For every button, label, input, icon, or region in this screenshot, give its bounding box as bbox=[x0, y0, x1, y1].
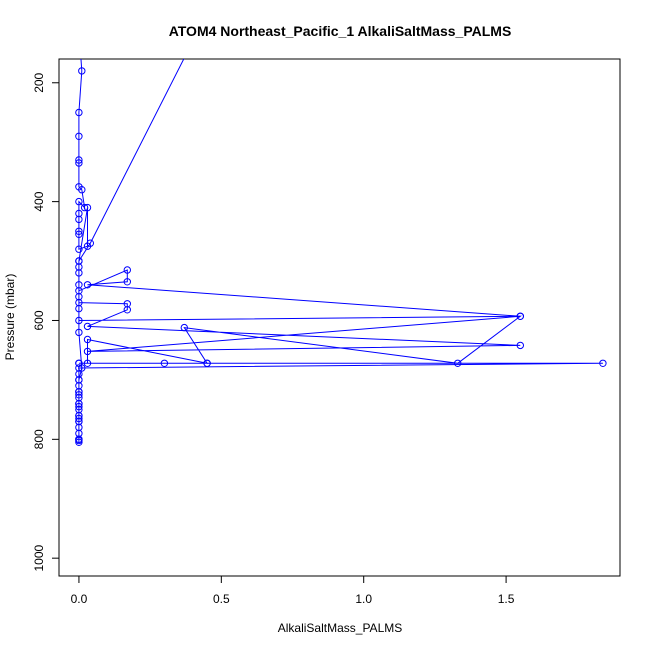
data-point bbox=[123, 306, 132, 314]
data-point bbox=[75, 435, 83, 443]
data-point bbox=[83, 347, 92, 356]
data-point bbox=[75, 108, 83, 117]
data-point bbox=[160, 359, 169, 367]
data-point bbox=[75, 269, 83, 277]
data-point bbox=[76, 14, 82, 20]
x-tick-label: 0.5 bbox=[213, 592, 230, 606]
data-point bbox=[75, 391, 83, 399]
y-axis-label: Pressure (mbar) bbox=[3, 274, 17, 361]
y-tick-label: 200 bbox=[32, 72, 46, 92]
data-point bbox=[75, 287, 83, 295]
data-point bbox=[123, 266, 132, 274]
data-point bbox=[75, 156, 83, 164]
data-point bbox=[75, 197, 83, 206]
x-tick-label: 1.0 bbox=[355, 592, 372, 606]
y-tick-label: 1000 bbox=[32, 545, 46, 572]
points-layer bbox=[75, 14, 607, 446]
data-point bbox=[123, 278, 132, 286]
chart-title: ATOM4 Northeast_Pacific_1 AlkaliSaltMass… bbox=[169, 23, 512, 39]
x-tick-label: 1.5 bbox=[498, 592, 515, 606]
data-point bbox=[75, 359, 83, 367]
data-point bbox=[83, 203, 92, 212]
data-point bbox=[180, 323, 189, 332]
data-point bbox=[75, 230, 83, 239]
data-point bbox=[76, 26, 82, 32]
data-point bbox=[454, 359, 462, 367]
data-point bbox=[75, 132, 83, 141]
data-point bbox=[83, 281, 92, 289]
data-point bbox=[75, 298, 83, 307]
data-point bbox=[75, 245, 83, 253]
data-point bbox=[75, 328, 83, 337]
y-tick-label: 800 bbox=[32, 429, 46, 449]
data-point bbox=[516, 312, 524, 320]
series-line-1 bbox=[78, 59, 603, 443]
data-point bbox=[75, 402, 83, 411]
data-point bbox=[75, 215, 83, 224]
data-point bbox=[516, 341, 524, 350]
data-point bbox=[75, 159, 83, 167]
data-point bbox=[83, 322, 92, 331]
data-point bbox=[78, 67, 86, 75]
data-point bbox=[599, 359, 607, 367]
data-point bbox=[75, 227, 83, 236]
data-point bbox=[80, 203, 89, 212]
x-axis: 0.0 0.5 1.0 1.5 bbox=[71, 576, 515, 606]
y-tick-label: 400 bbox=[32, 191, 46, 211]
data-point bbox=[83, 335, 92, 344]
plot-frame bbox=[58, 58, 621, 577]
data-point bbox=[203, 359, 211, 367]
series-layer bbox=[78, 59, 603, 443]
y-tick-label: 600 bbox=[32, 310, 46, 330]
data-point bbox=[75, 414, 83, 423]
data-point bbox=[75, 316, 83, 325]
x-tick-label: 0.0 bbox=[71, 592, 88, 606]
y-axis: 200 400 600 800 1000 bbox=[32, 72, 59, 572]
data-point bbox=[75, 209, 83, 218]
data-point bbox=[78, 186, 86, 194]
data-point bbox=[83, 359, 92, 367]
x-axis-label: AlkaliSaltMass_PALMS bbox=[278, 621, 403, 635]
data-point bbox=[83, 242, 92, 250]
